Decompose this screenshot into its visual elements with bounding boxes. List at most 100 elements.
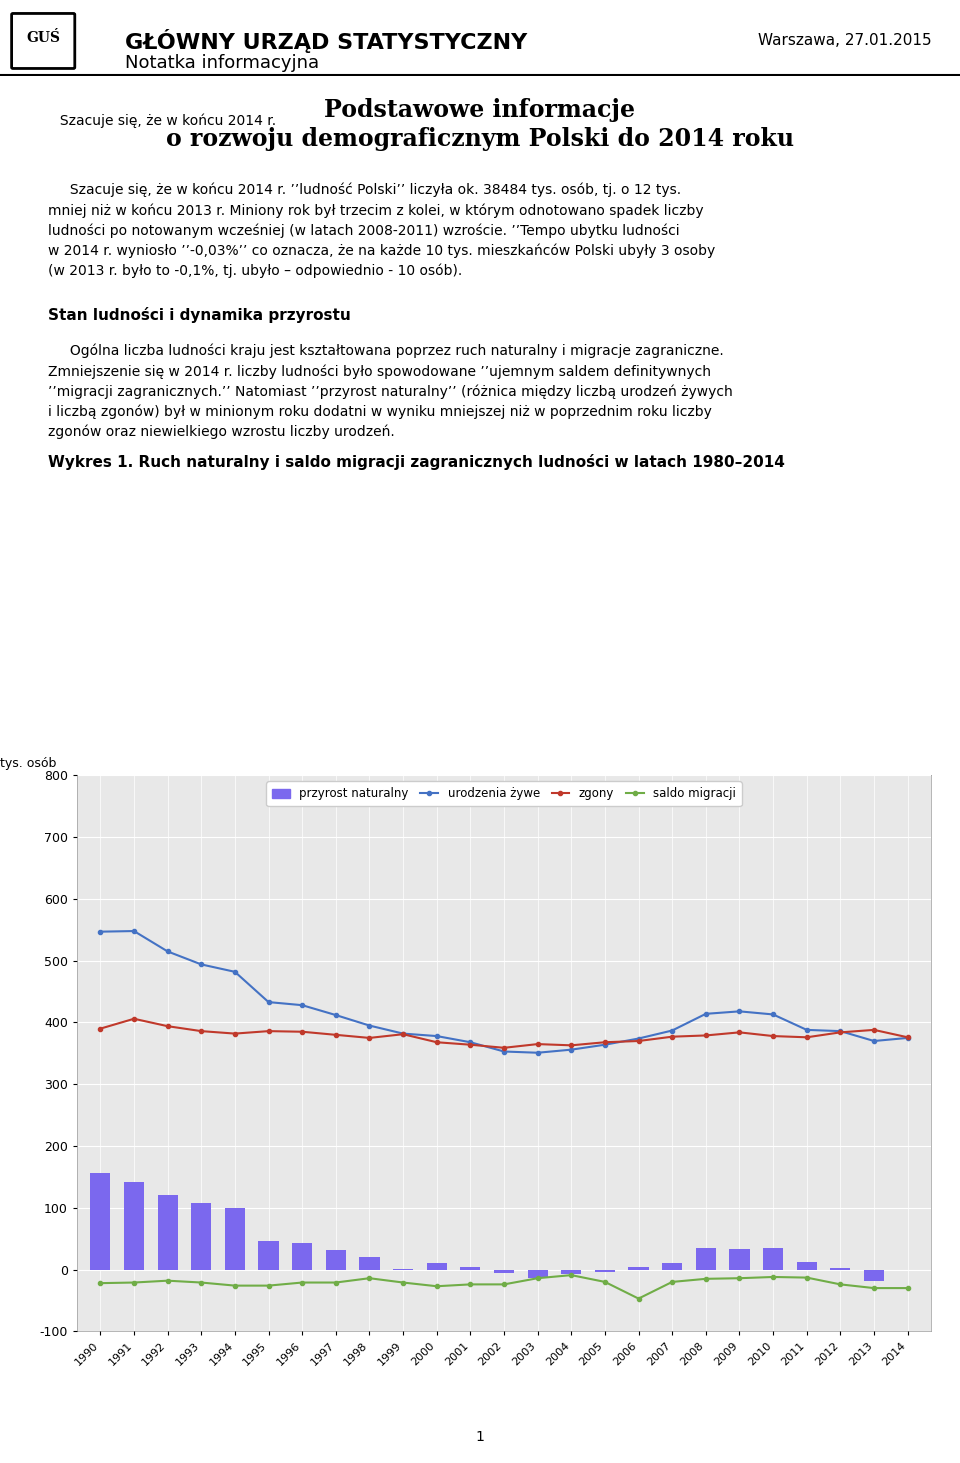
- zgony: [364, 1028, 375, 1046]
- zgony: [801, 1028, 812, 1046]
- zgony: [767, 1027, 779, 1045]
- zgony: [229, 1024, 241, 1042]
- saldo migracji: [700, 1270, 711, 1287]
- saldo migracji: [801, 1268, 812, 1286]
- saldo migracji: [465, 1276, 476, 1293]
- urodzenia żywe: [565, 1040, 577, 1058]
- Bar: [292, 1244, 312, 1270]
- Bar: [157, 1195, 178, 1270]
- urodzenia żywe: [162, 942, 174, 960]
- Bar: [426, 1264, 446, 1270]
- saldo migracji: [901, 1279, 913, 1296]
- zgony: [666, 1028, 678, 1046]
- urodzenia żywe: [431, 1027, 443, 1045]
- zgony: [599, 1033, 611, 1050]
- Bar: [696, 1248, 716, 1270]
- zgony: [901, 1028, 913, 1046]
- urodzenia żywe: [129, 922, 140, 939]
- Text: GUŚ: GUŚ: [26, 31, 60, 45]
- Text: Stan ludności i dynamika przyrostu: Stan ludności i dynamika przyrostu: [48, 307, 350, 323]
- Bar: [493, 1270, 515, 1273]
- zgony: [162, 1017, 174, 1034]
- Bar: [325, 1249, 346, 1270]
- Bar: [629, 1267, 649, 1270]
- Bar: [797, 1263, 817, 1270]
- Bar: [864, 1270, 884, 1280]
- zgony: [700, 1027, 711, 1045]
- Text: 1: 1: [475, 1429, 485, 1444]
- saldo migracji: [330, 1274, 342, 1292]
- zgony: [129, 1009, 140, 1027]
- urodzenia żywe: [330, 1007, 342, 1024]
- urodzenia żywe: [868, 1033, 879, 1050]
- saldo migracji: [767, 1268, 779, 1286]
- saldo migracji: [599, 1273, 611, 1290]
- Bar: [730, 1248, 750, 1270]
- Text: Podstawowe informacje: Podstawowe informacje: [324, 98, 636, 121]
- Line: urodzenia żywe: urodzenia żywe: [98, 929, 910, 1055]
- Text: Warszawa, 27.01.2015: Warszawa, 27.01.2015: [757, 34, 931, 48]
- zgony: [297, 1023, 308, 1040]
- zgony: [834, 1024, 846, 1042]
- Bar: [191, 1203, 211, 1270]
- urodzenia żywe: [196, 955, 207, 973]
- saldo migracji: [229, 1277, 241, 1295]
- urodzenia żywe: [700, 1005, 711, 1023]
- saldo migracji: [364, 1270, 375, 1287]
- Line: saldo migracji: saldo migracji: [98, 1273, 910, 1301]
- urodzenia żywe: [834, 1023, 846, 1040]
- Text: Notatka informacyjna: Notatka informacyjna: [125, 54, 319, 72]
- Bar: [460, 1267, 480, 1270]
- Text: Ogólna liczba ludności kraju jest kształtowana poprzez ruch naturalny i migracje: Ogólna liczba ludności kraju jest kształ…: [48, 344, 732, 439]
- Text: tys. osób: tys. osób: [0, 756, 57, 770]
- saldo migracji: [733, 1270, 745, 1287]
- urodzenia żywe: [465, 1033, 476, 1050]
- zgony: [565, 1037, 577, 1055]
- saldo migracji: [834, 1276, 846, 1293]
- urodzenia żywe: [733, 1002, 745, 1020]
- zgony: [868, 1021, 879, 1039]
- urodzenia żywe: [666, 1021, 678, 1039]
- Bar: [359, 1257, 379, 1270]
- saldo migracji: [162, 1271, 174, 1289]
- urodzenia żywe: [229, 963, 241, 980]
- saldo migracji: [129, 1274, 140, 1292]
- zgony: [263, 1023, 275, 1040]
- urodzenia żywe: [532, 1045, 543, 1062]
- saldo migracji: [498, 1276, 510, 1293]
- Text: Szacuje się, że w końcu 2014 r.: Szacuje się, że w końcu 2014 r.: [38, 113, 281, 127]
- urodzenia żywe: [498, 1043, 510, 1061]
- zgony: [196, 1023, 207, 1040]
- zgony: [733, 1024, 745, 1042]
- FancyBboxPatch shape: [12, 13, 75, 69]
- urodzenia żywe: [801, 1021, 812, 1039]
- saldo migracji: [868, 1279, 879, 1296]
- Bar: [258, 1241, 278, 1270]
- saldo migracji: [95, 1274, 107, 1292]
- zgony: [397, 1026, 409, 1043]
- urodzenia żywe: [901, 1028, 913, 1046]
- urodzenia żywe: [767, 1005, 779, 1023]
- urodzenia żywe: [263, 993, 275, 1011]
- Text: Szacuje się, że w końcu 2014 r. ’’ludność Polski’’ liczyła ok. 38484 tys. osób, : Szacuje się, że w końcu 2014 r. ’’ludnoś…: [48, 183, 715, 278]
- saldo migracji: [666, 1273, 678, 1290]
- zgony: [330, 1026, 342, 1043]
- urodzenia żywe: [599, 1036, 611, 1053]
- urodzenia żywe: [297, 996, 308, 1014]
- Bar: [528, 1270, 548, 1279]
- Bar: [124, 1182, 144, 1270]
- Line: zgony: zgony: [98, 1017, 910, 1050]
- Text: Wykres 1. Ruch naturalny i saldo migracji zagranicznych ludności w latach 1980–2: Wykres 1. Ruch naturalny i saldo migracj…: [48, 454, 785, 470]
- Bar: [562, 1270, 582, 1274]
- saldo migracji: [263, 1277, 275, 1295]
- saldo migracji: [397, 1274, 409, 1292]
- urodzenia żywe: [95, 923, 107, 941]
- Bar: [662, 1264, 683, 1270]
- saldo migracji: [297, 1274, 308, 1292]
- zgony: [431, 1033, 443, 1050]
- urodzenia żywe: [364, 1017, 375, 1034]
- zgony: [532, 1036, 543, 1053]
- Bar: [225, 1208, 245, 1270]
- saldo migracji: [565, 1267, 577, 1285]
- zgony: [633, 1033, 644, 1050]
